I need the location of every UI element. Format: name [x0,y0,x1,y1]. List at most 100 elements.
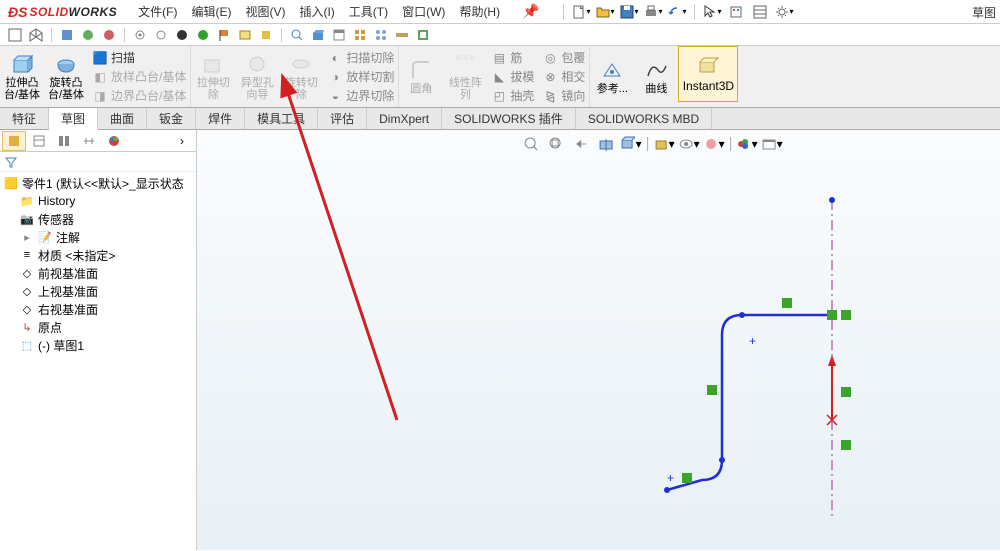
mirror-button[interactable]: ⧎镜向 [538,86,589,105]
print-button[interactable]: ▾ [642,2,664,22]
loft-button[interactable]: ◧放样凸台/基体 [88,67,190,86]
prev-view-icon[interactable] [570,134,592,154]
front-view-icon[interactable] [6,26,24,44]
cut-revolve-button[interactable]: 旋转切 除 [279,46,323,107]
view-orient-icon[interactable]: ▾ [620,134,642,154]
save-button[interactable]: ▾ [618,2,640,22]
filter-icon[interactable] [4,155,18,169]
scene-icon[interactable]: ▾ [703,134,725,154]
hole-wizard-button[interactable]: 异型孔 向导 [235,46,279,107]
graphics-area[interactable]: ▾ ▾ ▾ ▾ ▾ ▾ [197,130,1000,550]
menu-help[interactable]: 帮助(H) [452,3,507,20]
menu-window[interactable]: 窗口(W) [395,3,452,20]
wrap-button[interactable]: ◎包覆 [538,48,589,67]
ref-geometry-button[interactable]: 参考... [590,46,634,107]
tree-right-label: 右视基准面 [38,301,98,318]
tab-mbd[interactable]: SOLIDWORKS MBD [576,108,712,129]
display-icon-3[interactable] [100,26,118,44]
tree-origin[interactable]: ↳原点 [0,318,196,336]
extrude-boss-button[interactable]: 拉伸凸 台/基体 [0,46,44,107]
apply-scene-icon[interactable]: ▾ [736,134,758,154]
tree-sensors[interactable]: 📷传感器 [0,210,196,228]
tree-front-plane[interactable]: ◇前视基准面 [0,264,196,282]
window-icon[interactable] [330,26,348,44]
tab-dimxpert[interactable]: DimXpert [367,108,442,129]
tree-root[interactable]: 🟨零件1 (默认<<默认>_显示状态 [0,174,196,192]
menu-file[interactable]: 文件(F) [131,3,184,20]
display-icon-1[interactable] [58,26,76,44]
marker-icon[interactable] [194,26,212,44]
tab-evaluate[interactable]: 评估 [318,108,367,129]
menu-edit[interactable]: 编辑(E) [184,3,238,20]
display-style-icon[interactable]: ▾ [653,134,675,154]
tree-top-plane[interactable]: ◇上视基准面 [0,282,196,300]
tree-material[interactable]: ≡材质 <未指定> [0,246,196,264]
cut-extrude-button[interactable]: 拉伸切 除 [191,46,235,107]
select-button[interactable]: ▾ [701,2,723,22]
rib-button[interactable]: ▤筋 [487,48,538,67]
sweep-button[interactable]: 🟦扫描 [88,48,190,67]
open-button[interactable]: ▾ [594,2,616,22]
tab-addins[interactable]: SOLIDWORKS 插件 [442,108,576,129]
pin-icon[interactable]: 📌 [515,3,546,20]
tree-right-plane[interactable]: ◇右视基准面 [0,300,196,318]
sb-tab-dim[interactable] [77,131,101,151]
tree-annotations-label: 注解 [56,229,80,246]
sb-tab-config[interactable] [52,131,76,151]
settings-button[interactable]: ▾ [773,2,795,22]
hide-show-icon[interactable]: ▾ [678,134,700,154]
sb-tab-property[interactable] [27,131,51,151]
gear-icon-2[interactable] [152,26,170,44]
curves-button[interactable]: 曲线 [634,46,678,107]
quick-access-toolbar: ▾ ▾ ▾ ▾ ▾ ▾ ▾ [555,2,795,22]
new-button[interactable]: ▾ [570,2,592,22]
intersect-button[interactable]: ⊗相交 [538,67,589,86]
menu-insert[interactable]: 插入(I) [292,3,341,20]
zoom-fit-icon[interactable] [520,134,542,154]
options-button[interactable] [749,2,771,22]
section-icon[interactable] [595,134,617,154]
sb-tab-appearance[interactable] [102,131,126,151]
gear-icon-1[interactable] [131,26,149,44]
boundary-button[interactable]: ◨边界凸台/基体 [88,86,190,105]
menu-tools[interactable]: 工具(T) [342,3,395,20]
tab-features[interactable]: 特征 [0,108,49,129]
render-icon[interactable]: ▾ [761,134,783,154]
tab-surface[interactable]: 曲面 [98,108,147,129]
pattern-icon-4[interactable] [414,26,432,44]
rebuild-button[interactable] [725,2,747,22]
menu-view[interactable]: 视图(V) [238,3,292,20]
display-icon-2[interactable] [79,26,97,44]
sb-tab-feature-tree[interactable] [2,131,26,151]
sphere-icon[interactable] [173,26,191,44]
pattern-icon-3[interactable] [393,26,411,44]
pattern-icon-1[interactable] [351,26,369,44]
revolve-boss-button[interactable]: 旋转凸 台/基体 [44,46,88,107]
tab-weldment[interactable]: 焊件 [196,108,245,129]
magnify-icon[interactable] [288,26,306,44]
pattern-icon-2[interactable] [372,26,390,44]
cube-blue-icon[interactable] [309,26,327,44]
cut-loft-button[interactable]: ◑放样切割 [323,67,398,86]
tab-mold[interactable]: 模具工具 [245,108,318,129]
sb-expand-button[interactable]: › [170,131,194,151]
corner-view-icon[interactable] [27,26,45,44]
cut-extrude-label: 拉伸切 除 [197,77,230,101]
zoom-area-icon[interactable] [545,134,567,154]
linear-pattern-button[interactable]: 线性阵 列 [443,46,487,107]
tree-history[interactable]: 📁History [0,192,196,210]
note-icon[interactable] [236,26,254,44]
tab-sketch[interactable]: 草图 [49,108,98,130]
tree-annotations[interactable]: ▸📝注解 [0,228,196,246]
shell-button[interactable]: ◰抽壳 [487,86,538,105]
instant3d-button[interactable]: Instant3D [678,46,738,102]
tree-sketch1[interactable]: ⬚(-) 草图1 [0,336,196,354]
flag-icon[interactable] [215,26,233,44]
cube-icon[interactable] [257,26,275,44]
fillet-button[interactable]: 圆角 [399,46,443,107]
cut-boundary-button[interactable]: ◒边界切除 [323,86,398,105]
undo-button[interactable]: ▾ [666,2,688,22]
cut-sweep-button[interactable]: ◐扫描切除 [323,48,398,67]
draft-button[interactable]: ◣拔模 [487,67,538,86]
tab-sheetmetal[interactable]: 钣金 [147,108,196,129]
